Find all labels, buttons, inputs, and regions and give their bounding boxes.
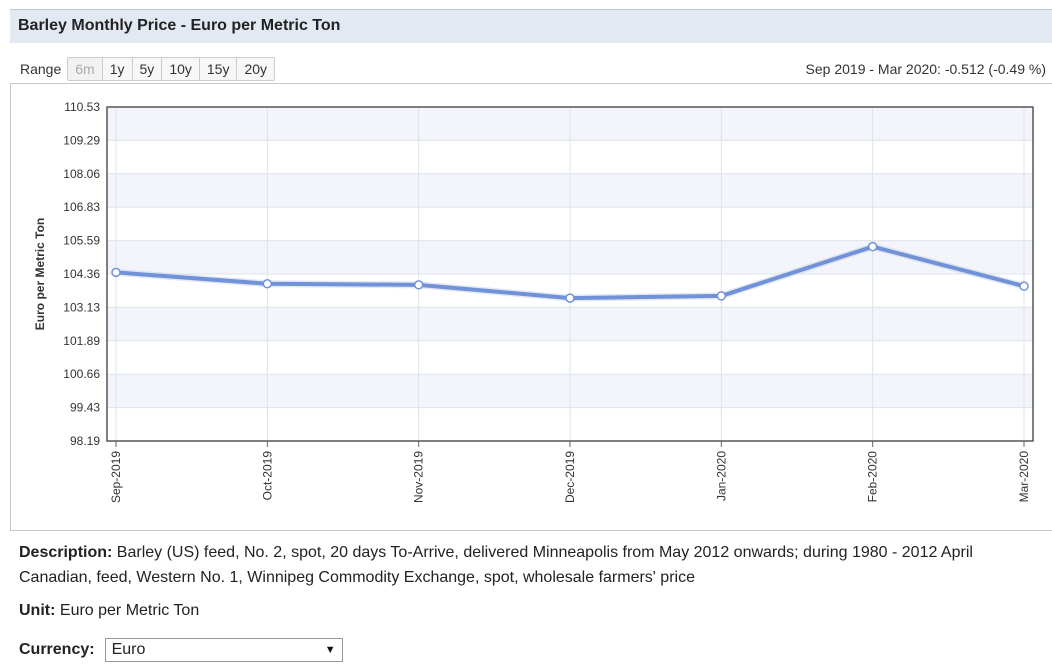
y-tick-label: 101.89 bbox=[63, 334, 100, 348]
description-text: Barley (US) feed, No. 2, spot, 20 days T… bbox=[19, 544, 973, 586]
page-title: Barley Monthly Price - Euro per Metric T… bbox=[18, 17, 341, 34]
currency-selected-value: Euro bbox=[111, 641, 146, 658]
range-10y-button[interactable]: 10y bbox=[162, 58, 200, 80]
price-line-chart: 110.53 109.29 108.06 106.83 105.59 104.36 103.… bbox=[33, 100, 1034, 503]
x-tick-label: Feb-2020 bbox=[866, 451, 880, 503]
y-tick-label: 105.59 bbox=[63, 234, 100, 248]
y-tick-label: 104.36 bbox=[63, 267, 100, 281]
x-tick-label: Dec-2019 bbox=[563, 451, 577, 503]
price-change-summary: Sep 2019 - Mar 2020: -0.512 (-0.49 %) bbox=[805, 61, 1046, 77]
range-5y-button[interactable]: 5y bbox=[132, 58, 163, 80]
y-tick-label: 110.53 bbox=[64, 100, 100, 114]
y-tick-label: 109.29 bbox=[63, 133, 100, 147]
y-tick-label: 103.13 bbox=[63, 300, 100, 314]
x-tick-label: Oct-2019 bbox=[260, 451, 274, 501]
x-tick-label: Nov-2019 bbox=[412, 451, 426, 503]
data-point bbox=[867, 241, 878, 252]
range-20y-button[interactable]: 20y bbox=[237, 58, 275, 80]
x-tick-label: Jan-2020 bbox=[714, 451, 728, 501]
range-15y-button[interactable]: 15y bbox=[199, 58, 238, 80]
currency-select[interactable]: Euro ▼ bbox=[104, 638, 343, 662]
data-point bbox=[565, 293, 575, 303]
y-tick-label: 98.19 bbox=[70, 434, 100, 448]
chevron-down-icon: ▼ bbox=[324, 644, 336, 656]
description-label: Description: bbox=[19, 544, 113, 561]
data-point bbox=[716, 291, 727, 301]
description: Description: Barley (US) feed, No. 2, sp… bbox=[19, 540, 1039, 590]
data-point bbox=[111, 267, 121, 278]
x-tick-label: Sep-2019 bbox=[109, 451, 123, 503]
y-axis-label: Euro per Metric Ton bbox=[33, 218, 47, 330]
y-tick-label: 99.43 bbox=[70, 401, 100, 415]
unit-info: Unit: Euro per Metric Ton bbox=[19, 602, 199, 620]
data-point bbox=[1019, 281, 1029, 291]
currency-label: Currency: bbox=[19, 641, 95, 658]
range-button-group: 6m 1y 5y 10y 15y 20y bbox=[67, 57, 276, 81]
currency-row: Currency: Euro ▼ bbox=[19, 638, 343, 662]
chart-header: Barley Monthly Price - Euro per Metric T… bbox=[10, 9, 1052, 43]
y-tick-label: 108.06 bbox=[63, 167, 100, 181]
y-tick-label: 100.66 bbox=[63, 367, 100, 381]
data-point bbox=[413, 280, 424, 290]
plot-border bbox=[106, 106, 1034, 442]
range-6m-button[interactable]: 6m bbox=[68, 58, 103, 80]
x-tick-label: Mar-2020 bbox=[1017, 451, 1031, 503]
range-label: Range bbox=[20, 61, 62, 77]
unit-label: Unit: bbox=[19, 602, 56, 619]
y-tick-label: 106.83 bbox=[63, 200, 100, 214]
range-selector: Range 6m 1y 5y 10y 15y 20y bbox=[20, 57, 276, 81]
unit-value: Euro per Metric Ton bbox=[59, 602, 200, 619]
chart-panel bbox=[10, 83, 1052, 531]
range-1y-button[interactable]: 1y bbox=[102, 58, 133, 80]
data-point bbox=[262, 278, 273, 289]
